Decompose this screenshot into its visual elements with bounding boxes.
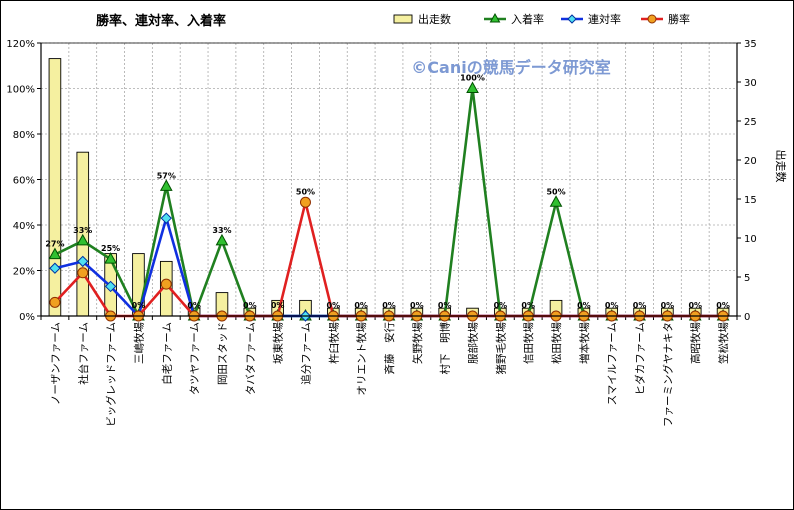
data-label-12: 0% (382, 301, 396, 310)
category-label-21: ヒダカファーム (634, 322, 647, 395)
legend-label-1: 入着率 (511, 12, 544, 26)
data-label-13: 0% (410, 301, 424, 310)
legend-swatch-bar (393, 14, 413, 24)
category-label-13: 矢野牧場 (411, 322, 424, 364)
legend-marker-cir (647, 14, 657, 24)
category-label-12: 斉藤 安行 (383, 322, 396, 375)
category-label-15: 服部牧場 (467, 322, 480, 364)
category-label-24: 笠松牧場 (717, 322, 730, 364)
category-label-9: 追分ファーム (299, 322, 312, 385)
y2-tick-label: 25 (744, 117, 757, 128)
data-label-3: 0% (132, 301, 146, 310)
category-label-0: ノーザンファーム (50, 322, 62, 405)
category-label-2: ビッグレッドファーム (105, 322, 118, 427)
y-tick-label: 100% (6, 85, 35, 96)
data-label-23: 0% (688, 301, 702, 310)
y2-tick-label: 15 (744, 195, 757, 206)
marker-rentai-2 (104, 280, 117, 293)
y2-tick-label: 10 (744, 234, 757, 245)
marker-shoritsu-9 (299, 196, 311, 208)
bar-0 (48, 58, 62, 317)
data-label-16: 0% (494, 301, 508, 310)
y2-tick-label: 5 (744, 273, 750, 284)
legend-marker-tri (489, 12, 501, 23)
y-tick-label: 40% (13, 221, 35, 232)
category-label-22: ファーミングヤナキタ (661, 322, 674, 427)
category-label-19: 増本牧場 (578, 322, 591, 364)
marker-nyuchaku-0 (48, 247, 62, 260)
data-label-14: 0% (438, 301, 452, 310)
data-label-18: 50% (546, 187, 565, 196)
category-label-4: 白老ファーム (160, 322, 173, 385)
marker-shoritsu-0 (49, 296, 61, 308)
data-label-1: 33% (73, 226, 92, 235)
data-label-2: 25% (101, 244, 120, 253)
y2-axis-title: 出走数 (774, 150, 788, 183)
data-label-0: 27% (45, 240, 64, 249)
data-label-11: 0% (354, 301, 368, 310)
data-label-22: 0% (661, 301, 675, 310)
data-label-8: 0% (271, 301, 285, 310)
data-label-17: 0% (521, 301, 535, 310)
category-label-8: 坂東牧場 (272, 322, 285, 364)
category-label-23: 高昭牧場 (689, 322, 702, 364)
watermark-text: ©Caniの競馬データ研究室 (411, 58, 610, 77)
category-label-16: 猪野毛牧場 (494, 322, 507, 375)
legend-label-2: 連対率 (588, 12, 621, 26)
data-label-4: 57% (157, 171, 176, 180)
category-label-18: 松田牧場 (550, 322, 563, 364)
y-tick-label: 20% (13, 267, 35, 278)
chart-title: 勝率、連対率、入着率 (96, 13, 226, 29)
category-label-10: 杵臼牧場 (327, 322, 340, 364)
marker-rentai-0 (49, 262, 61, 274)
marker-nyuchaku-15 (466, 81, 479, 93)
y2-tick-label: 0 (744, 312, 750, 323)
legend-marker-dia (567, 14, 577, 24)
data-label-15: 100% (460, 74, 485, 83)
marker-nyuchaku-1 (76, 233, 90, 246)
y2-tick-label: 30 (744, 78, 757, 89)
category-label-5: タツヤファーム (189, 322, 201, 395)
marker-rentai-1 (77, 255, 89, 268)
category-label-14: 村下 明博 (439, 322, 452, 375)
marker-shoritsu-4 (160, 278, 172, 290)
y2-tick-label: 20 (744, 156, 757, 167)
data-label-9: 50% (296, 187, 315, 196)
category-label-1: 社台ファーム (77, 322, 90, 385)
data-label-21: 0% (633, 301, 647, 310)
marker-rentai-4 (160, 212, 172, 224)
data-label-24: 0% (716, 301, 730, 310)
y-tick-label: 120% (6, 39, 35, 50)
legend-label-3: 勝率 (668, 12, 690, 26)
y-tick-label: 60% (13, 176, 35, 187)
category-label-7: タバタファーム (245, 322, 257, 395)
marker-nyuchaku-2 (104, 252, 117, 264)
y-tick-label: 80% (13, 130, 35, 141)
marker-nyuchaku-18 (549, 195, 563, 207)
data-label-5: 0% (187, 301, 201, 310)
category-label-20: スマイルファーム (607, 322, 619, 405)
category-label-6: 岡田スタッド (217, 322, 229, 385)
data-label-6: 33% (212, 226, 231, 235)
data-label-7: 0% (243, 301, 257, 310)
y2-tick-label: 35 (744, 39, 757, 50)
data-label-10: 0% (327, 301, 341, 310)
y-tick-label: 0% (19, 312, 35, 323)
data-label-20: 0% (605, 301, 619, 310)
marker-nyuchaku-6 (215, 233, 229, 246)
category-label-3: 三嶋牧場 (132, 322, 145, 364)
category-label-17: 信田牧場 (522, 322, 535, 364)
data-label-19: 0% (577, 301, 591, 310)
marker-shoritsu-1 (77, 267, 89, 279)
marker-nyuchaku-4 (159, 179, 173, 191)
legend-label-0: 出走数 (418, 12, 451, 26)
category-label-11: オリエント牧場 (355, 322, 368, 396)
